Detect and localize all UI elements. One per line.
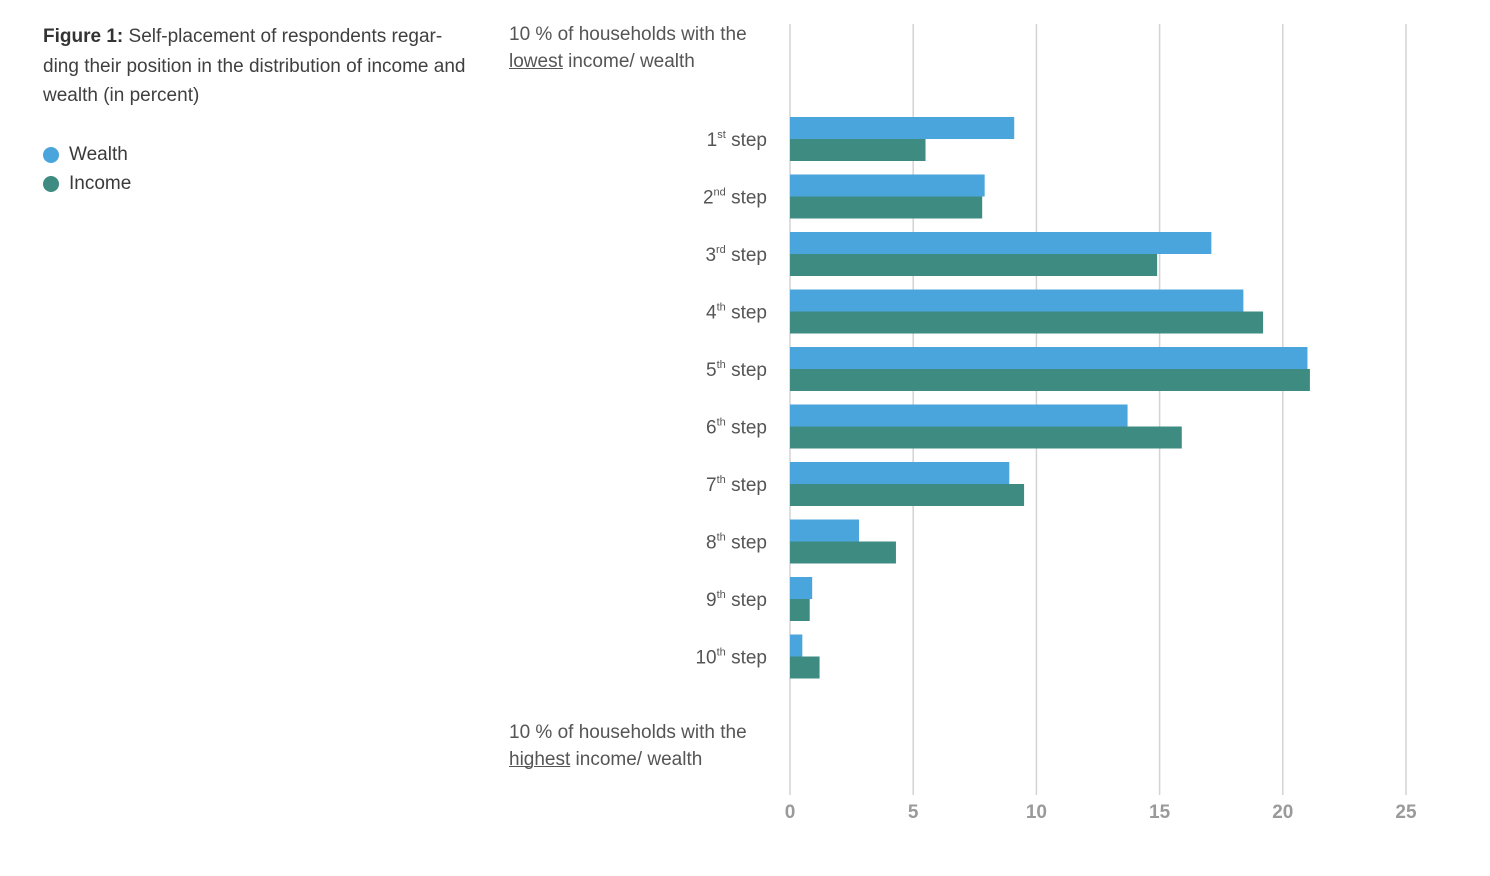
note-highest-post: income/ wealth xyxy=(570,748,703,770)
legend-label-income: Income xyxy=(69,172,132,194)
caption-label: Figure 1: xyxy=(43,26,124,47)
bar-wealth xyxy=(790,519,859,542)
bar-income xyxy=(790,426,1182,449)
figure-caption: Figure 1: Self-placement of respondents … xyxy=(43,22,473,111)
bar-wealth xyxy=(790,462,1010,484)
category-label: 5th step xyxy=(706,359,767,381)
caption-text: Self-placement of respondents regar-ding… xyxy=(43,26,466,106)
bar-income xyxy=(790,139,926,161)
bar-wealth xyxy=(790,289,1244,312)
bar-income xyxy=(790,656,820,679)
wealth-dot-icon xyxy=(43,146,59,163)
bar-income xyxy=(790,311,1264,334)
category-label: 8th step xyxy=(706,532,767,554)
income-dot-icon xyxy=(43,175,59,192)
note-highest: 10 % of households with the highest inco… xyxy=(509,720,769,773)
category-label: 10th step xyxy=(695,647,767,669)
x-tick-label: 15 xyxy=(1149,802,1171,823)
note-lowest: 10 % of households with the lowest incom… xyxy=(509,22,769,75)
legend-item-wealth: Wealth xyxy=(43,140,131,169)
x-tick-label: 0 xyxy=(785,802,796,823)
x-tick-label: 20 xyxy=(1272,802,1293,823)
x-tick-label: 25 xyxy=(1395,802,1417,823)
bar-wealth xyxy=(790,347,1308,369)
category-label: 6th step xyxy=(706,417,767,439)
x-tick-label: 10 xyxy=(1026,802,1047,823)
legend-label-wealth: Wealth xyxy=(69,143,128,165)
legend: Wealth Income xyxy=(43,140,131,198)
bar-wealth xyxy=(790,404,1128,427)
bar-income xyxy=(790,541,896,564)
category-label: 7th step xyxy=(706,474,767,496)
bar-wealth xyxy=(790,232,1212,254)
bar-wealth xyxy=(790,174,985,197)
bar-wealth xyxy=(790,634,803,657)
x-tick-label: 5 xyxy=(908,802,919,823)
category-label: 3rd step xyxy=(705,244,767,266)
category-label: 1st step xyxy=(707,129,767,151)
note-lowest-emphasis: lowest xyxy=(509,50,563,72)
bar-income xyxy=(790,484,1025,506)
legend-item-income: Income xyxy=(43,169,131,198)
note-lowest-pre: 10 % of households with the xyxy=(509,24,747,45)
bar-income xyxy=(790,196,983,219)
category-label: 2nd step xyxy=(703,187,767,209)
note-highest-pre: 10 % of households with the xyxy=(509,722,747,743)
note-highest-emphasis: highest xyxy=(509,748,571,770)
bar-wealth xyxy=(790,117,1015,139)
bar-income xyxy=(790,599,810,621)
bar-income xyxy=(790,254,1158,276)
category-label: 9th step xyxy=(706,589,767,611)
bar-income xyxy=(790,369,1310,391)
bar-wealth xyxy=(790,577,813,599)
category-label: 4th step xyxy=(706,302,767,324)
note-lowest-post: income/ wealth xyxy=(562,50,695,72)
